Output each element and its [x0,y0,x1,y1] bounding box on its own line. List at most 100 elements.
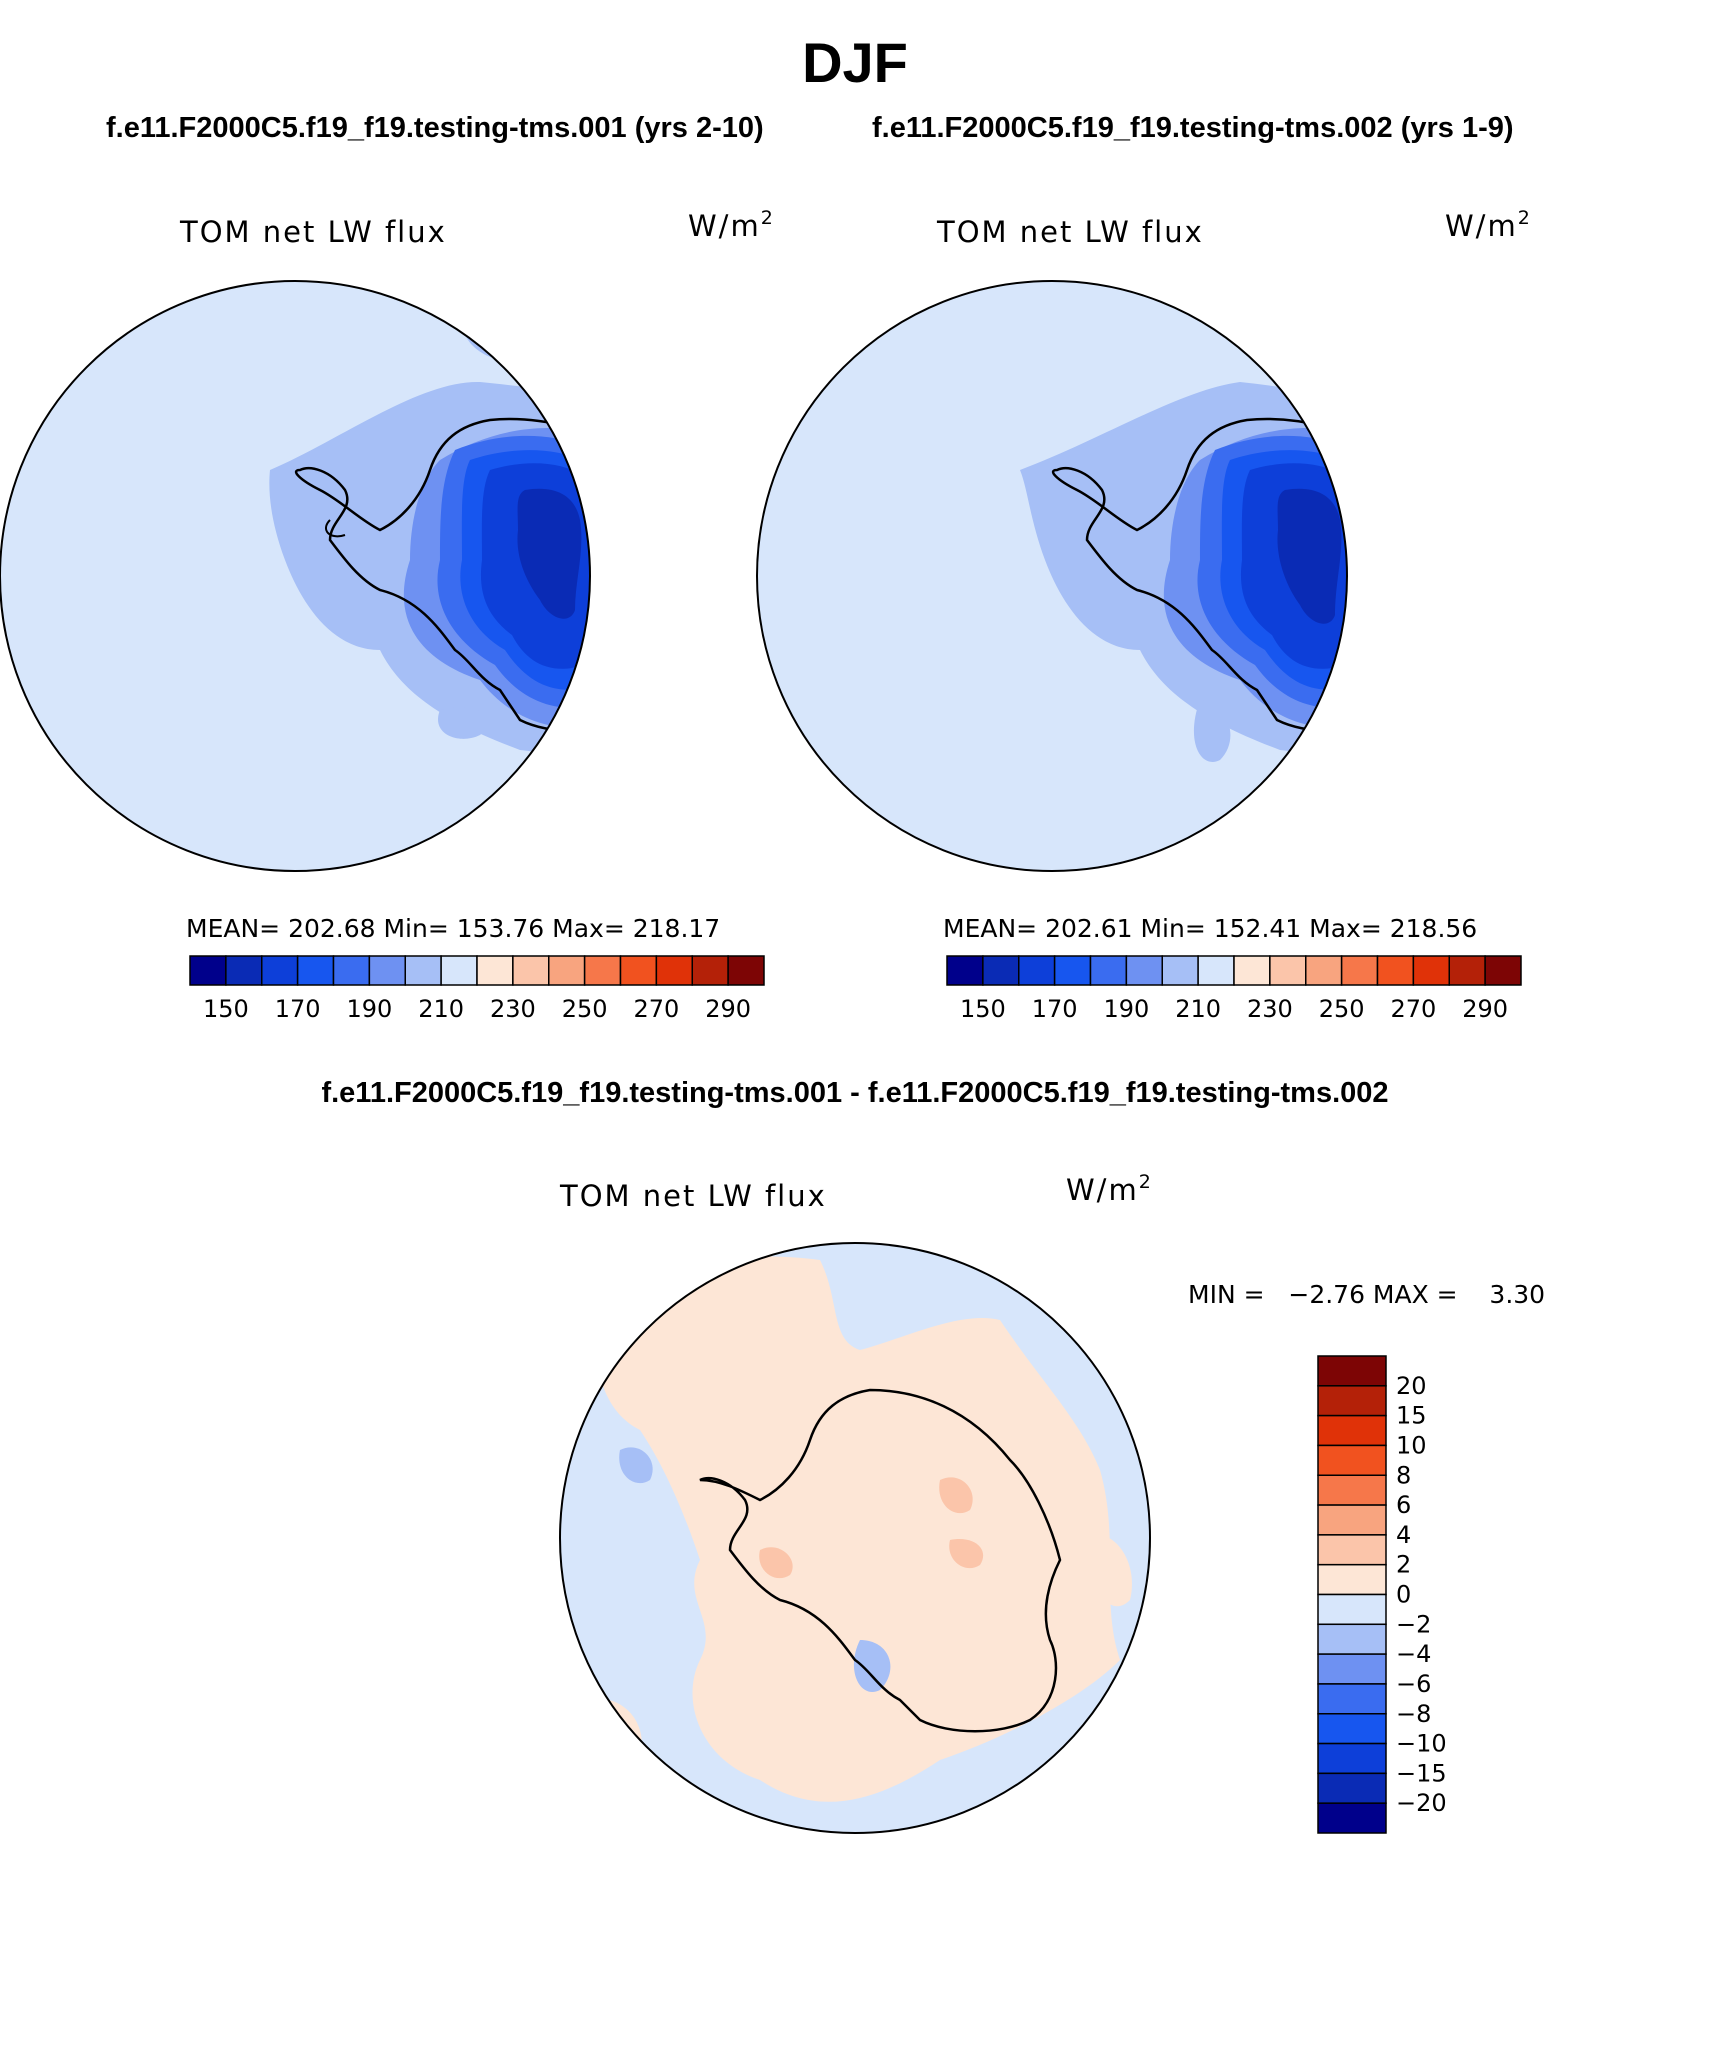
colorbar-horizontal: 150 170 190 210 230 250 270 290 [946,955,1522,1023]
colorbar-swatch [1317,1742,1387,1775]
colorbar-tick-label: 150 [203,995,249,1023]
colorbar-swatch [1317,1623,1387,1655]
colorbar-tick-label: 4 [1396,1521,1411,1549]
colorbar-swatch [1484,955,1522,986]
field-plot [0,281,590,871]
stats-text: MEAN= 202.68 Min= 153.76 Max= 218.17 [186,914,720,943]
coastline-antarctica [294,417,590,733]
colorbar-swatch [1317,1593,1387,1626]
colorbar-horizontal: 150 170 190 210 230 250 270 290 [189,955,765,1023]
colorbar-swatch [1305,955,1343,986]
colorbar-tick-label: 170 [275,995,321,1023]
colorbar-swatch [1317,1563,1387,1596]
colorbar-swatch [1317,1474,1387,1506]
colorbar-swatch [727,955,765,986]
colorbar-swatch [225,955,263,986]
negative-anomaly-patch [853,1640,891,1692]
colorbar-swatch [548,955,586,986]
colorbar-tick-label: 15 [1396,1402,1427,1430]
coastline-detail [325,519,346,538]
colorbar-swatch [261,955,299,986]
units-label: W/m2 [1445,207,1532,243]
colorbar-swatch [332,955,371,986]
blob-lower [1193,700,1231,762]
colorbar-tick-label: 230 [490,995,536,1023]
map-panel-case-001: TOM net LW flux W/m2 MEAN= 202.68 Min= 1… [0,207,775,1023]
colorbar-swatch [982,955,1020,986]
colorbar-swatch [1125,955,1163,986]
colorbar-swatch [1317,1504,1387,1536]
colorbar-tick-label: 0 [1396,1581,1411,1609]
colorbar-tick-label: −15 [1396,1759,1447,1787]
colorbar-swatch [1340,955,1379,986]
colorbar-tick-label: −4 [1396,1640,1431,1668]
colorbar-tick-label: −20 [1396,1789,1447,1817]
colorbar-tick-label: −2 [1396,1610,1431,1638]
field-plot [757,281,1347,871]
stats-text: MEAN= 202.61 Min= 152.41 Max= 218.56 [943,914,1477,943]
colorbar-swatch [1317,1683,1387,1715]
colorbar-tick-label: 270 [633,995,679,1023]
units-label: W/m2 [1066,1171,1153,1207]
stats-text: MIN = −2.76 MAX = 3.30 [1188,1280,1545,1309]
colorbar-tick-label: 210 [418,995,464,1023]
colorbar-tick-label: 250 [562,995,608,1023]
colorbar-tick-label: 150 [960,995,1006,1023]
colorbar-swatch [404,955,442,986]
colorbar-swatch [946,955,984,986]
subtitle-case-001: f.e11.F2000C5.f19_f19.testing-tms.001 (y… [106,112,764,144]
map-panel-case-002: TOM net LW flux W/m2 MEAN= 202.61 Min= 1… [756,207,1532,1023]
colorbar-swatch [476,955,514,986]
panel-label: TOM net LW flux [179,215,447,249]
colorbar-swatch [1053,955,1092,986]
contour-160 [517,488,582,619]
negative-anomaly-patch [619,1447,653,1484]
colorbar-tick-label: −10 [1396,1730,1447,1758]
colorbar-tick-label: 20 [1396,1372,1427,1400]
colorbar-swatch [1317,1653,1387,1685]
colorbar-tick-label: 230 [1247,995,1293,1023]
colorbar-tick-label: 210 [1175,995,1221,1023]
blob-lower [438,707,488,739]
colorbar-swatch [1317,1444,1387,1476]
colorbar-tick-label: 190 [1103,995,1149,1023]
colorbar-swatch [619,955,658,986]
colorbar-swatch [1233,955,1271,986]
colorbar-swatch [1197,955,1235,986]
coastline-antarctica [1051,417,1347,733]
colorbar-swatch [1089,955,1128,986]
colorbar-swatch [1317,1385,1387,1417]
colorbar-swatch [1269,955,1307,986]
colorbar-tick-label: 250 [1319,995,1365,1023]
map-boundary [0,280,591,872]
colorbar-swatch [655,955,693,986]
colorbar-swatch [296,955,335,986]
anomaly-patch [939,1477,973,1514]
colorbar-tick-label: 190 [346,995,392,1023]
figure-title: DJF [802,31,908,94]
colorbar-tick-label: 10 [1396,1431,1427,1459]
field-plot [560,1243,1150,1833]
colorbar-tick-label: 6 [1396,1491,1411,1519]
positive-anomaly-region [596,1256,1120,1802]
colorbar-tick-label: 290 [1462,995,1508,1023]
colorbar-swatch [368,955,406,986]
colorbar-swatch [1317,1355,1387,1387]
colorbar-tick-label: 170 [1032,995,1078,1023]
positive-anomaly-region [1080,1534,1132,1607]
colorbar-swatch [583,955,622,986]
units-label: W/m2 [688,207,775,243]
colorbar-swatch [1317,1772,1387,1804]
subtitle-case-002: f.e11.F2000C5.f19_f19.testing-tms.002 (y… [872,112,1514,144]
colorbar-tick-label: −8 [1396,1700,1431,1728]
colorbar-tick-label: 2 [1396,1551,1411,1579]
colorbar-swatch [1161,955,1199,986]
colorbar-swatch [1412,955,1450,986]
map-boundary [559,1242,1151,1834]
colorbar-swatch [1448,955,1486,986]
panel-label: TOM net LW flux [936,215,1204,249]
colorbar-swatch [440,955,478,986]
colorbar-swatch [1317,1534,1387,1566]
colorbar-swatch [1317,1802,1387,1834]
